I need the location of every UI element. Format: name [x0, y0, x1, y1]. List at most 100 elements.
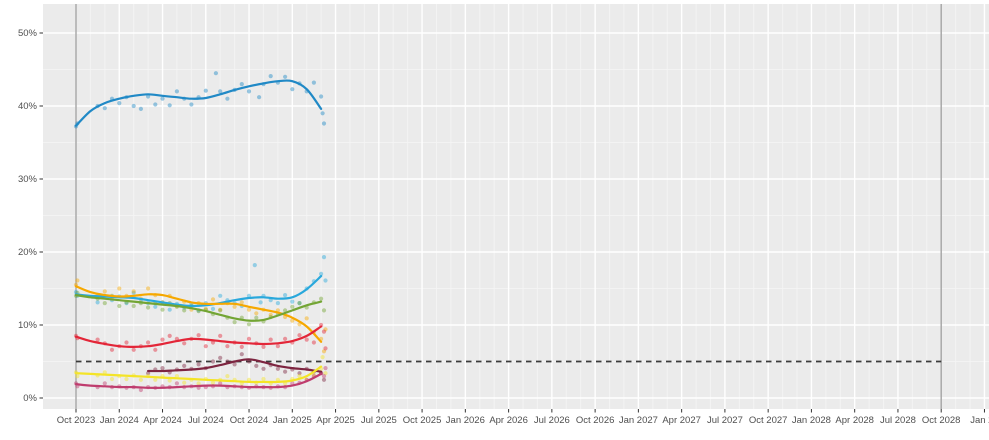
poll-dot	[131, 347, 136, 352]
poll-dot	[153, 377, 158, 382]
poll-dot	[261, 344, 266, 349]
poll-dot	[196, 381, 201, 386]
poll-dot	[246, 336, 252, 341]
poll-dot	[196, 362, 201, 367]
poll-dot	[109, 376, 115, 382]
x-tick-label: Jul 2025	[361, 415, 397, 426]
poll-dot	[153, 102, 158, 107]
poll-dot	[321, 329, 327, 334]
poll-dot	[75, 374, 80, 379]
poll-dot	[275, 366, 280, 371]
poll-dot	[297, 301, 302, 306]
poll-dot	[254, 363, 259, 368]
x-tick-label: Apr 2026	[489, 415, 528, 426]
poll-dot	[167, 307, 172, 312]
poll-dot	[102, 106, 107, 111]
x-tick-label: Apr 2028	[835, 415, 874, 426]
trend-line-dark-red	[147, 358, 323, 373]
poll-dot	[319, 94, 324, 99]
poll-dot	[297, 371, 302, 376]
poll-dot	[146, 305, 151, 310]
poll-dot	[182, 308, 187, 313]
poll-dot	[210, 380, 216, 385]
x-tick-label: Oct 2025	[403, 415, 442, 426]
poll-dot	[323, 346, 328, 351]
poll-dot	[138, 377, 143, 382]
poll-dot	[257, 95, 262, 100]
poll-dot	[225, 344, 230, 349]
poll-dot	[321, 308, 327, 313]
poll-dot	[210, 359, 216, 364]
poll-dot	[73, 290, 79, 295]
poll-dot	[283, 369, 288, 374]
x-tick-label: Apr 2024	[143, 415, 182, 426]
poll-dot	[268, 337, 273, 342]
x-tick-label: Jan 2028	[792, 415, 831, 426]
poll-dot	[239, 344, 244, 349]
x-tick-label: Jan 20	[970, 415, 989, 426]
poll-dot	[160, 96, 165, 101]
poll-dot	[290, 304, 295, 309]
poll-dot	[218, 89, 223, 94]
y-tick-label: 0%	[23, 393, 37, 404]
poll-dot	[254, 315, 259, 320]
y-tick-label: 30%	[18, 174, 38, 185]
poll-dot	[182, 363, 187, 368]
x-tick-label: Jul 2026	[534, 415, 570, 426]
poll-dot	[290, 318, 295, 323]
poll-dot	[117, 286, 122, 291]
poll-dot	[254, 311, 259, 316]
plot-panel	[43, 4, 989, 409]
poll-dot	[290, 87, 295, 92]
poll-dot	[261, 376, 266, 382]
poll-dot	[268, 74, 273, 79]
poll-dot	[225, 96, 230, 101]
x-tick-label: Oct 2027	[749, 415, 788, 426]
x-tick-label: Apr 2025	[316, 415, 355, 426]
poll-dot	[246, 322, 252, 327]
poll-dot	[323, 278, 328, 283]
poll-dot	[160, 307, 165, 312]
poll-dot	[153, 347, 158, 352]
poll-dot	[203, 344, 208, 349]
poll-dot	[124, 376, 129, 382]
poll-dot	[160, 366, 165, 371]
poll-dot	[146, 94, 151, 99]
poll-dot	[225, 374, 230, 379]
poll-dot	[138, 106, 143, 111]
x-tick-label: Apr 2027	[662, 415, 701, 426]
poll-dot	[321, 255, 327, 260]
poll-dot	[167, 103, 172, 108]
trend-line-magenta	[74, 372, 323, 389]
poll-dot	[213, 71, 218, 76]
poll-dot	[102, 289, 107, 294]
poll-dot	[232, 320, 237, 325]
poll-dot	[218, 307, 223, 312]
y-tick-label: 10%	[18, 320, 38, 331]
x-tick-label: Jul 2024	[188, 415, 224, 426]
x-tick-label: Oct 2024	[230, 415, 269, 426]
poll-dot	[319, 271, 324, 276]
trend-line-green	[74, 294, 323, 322]
poll-dot	[146, 371, 151, 376]
poll-dot	[297, 333, 302, 338]
poll-dot	[268, 312, 273, 317]
poll-dot	[239, 82, 244, 87]
trend-line-orange	[74, 285, 323, 343]
y-tick-label: 50%	[18, 28, 38, 39]
poll-dot	[174, 89, 179, 94]
poll-dot	[311, 80, 316, 85]
poll-dot	[95, 337, 100, 342]
poll-dot	[321, 377, 327, 382]
poll-dot	[320, 111, 325, 116]
poll-dot	[232, 304, 237, 309]
poll-dot	[75, 278, 80, 283]
trend-line-red	[74, 325, 323, 349]
x-tick-label: Jan 2026	[446, 415, 485, 426]
poll-dot	[153, 304, 158, 309]
poll-dot	[323, 371, 328, 376]
poll-dot	[239, 300, 244, 305]
poll-dot	[182, 380, 187, 385]
x-tick-label: Oct 2023	[57, 415, 96, 426]
poll-dot	[297, 374, 302, 379]
